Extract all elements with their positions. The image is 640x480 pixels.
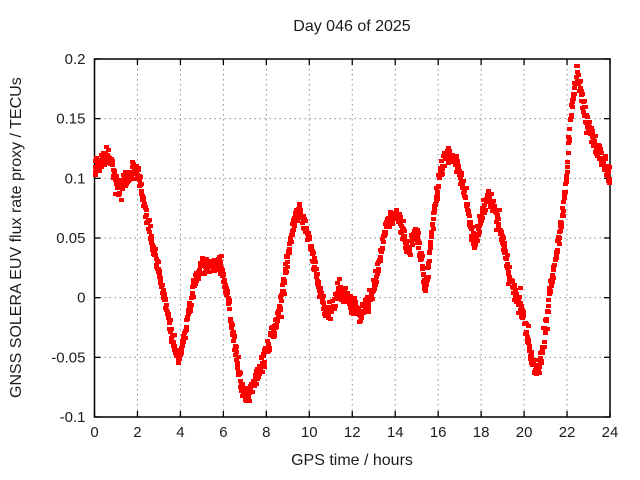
data-series-euv-proxy: [93, 64, 612, 403]
x-tick-label: 22: [559, 424, 576, 441]
y-tick-label: 0: [77, 290, 85, 307]
x-tick-label: 4: [176, 424, 184, 441]
y-tick-label: 0.15: [56, 111, 85, 128]
chart-title: Day 046 of 2025: [293, 18, 411, 35]
x-tick-label: 20: [516, 424, 533, 441]
y-tick-label: 0.1: [65, 170, 86, 187]
x-tick-label: 16: [430, 424, 447, 441]
y-tick-label: -0.1: [60, 409, 86, 426]
x-tick-label: 10: [301, 424, 318, 441]
x-axis-label: GPS time / hours: [291, 452, 413, 469]
x-tick-label: 2: [133, 424, 141, 441]
x-tick-label: 8: [262, 424, 270, 441]
x-tick-label: 18: [473, 424, 490, 441]
x-tick-label: 6: [219, 424, 227, 441]
x-tick-label: 0: [90, 424, 98, 441]
x-tick-label: 12: [344, 424, 361, 441]
x-tick-label: 14: [387, 424, 404, 441]
y-tick-label: -0.05: [51, 349, 85, 366]
y-tick-label: 0.05: [56, 230, 85, 247]
x-tick-label: 24: [602, 424, 619, 441]
y-tick-label: 0.2: [65, 51, 86, 68]
